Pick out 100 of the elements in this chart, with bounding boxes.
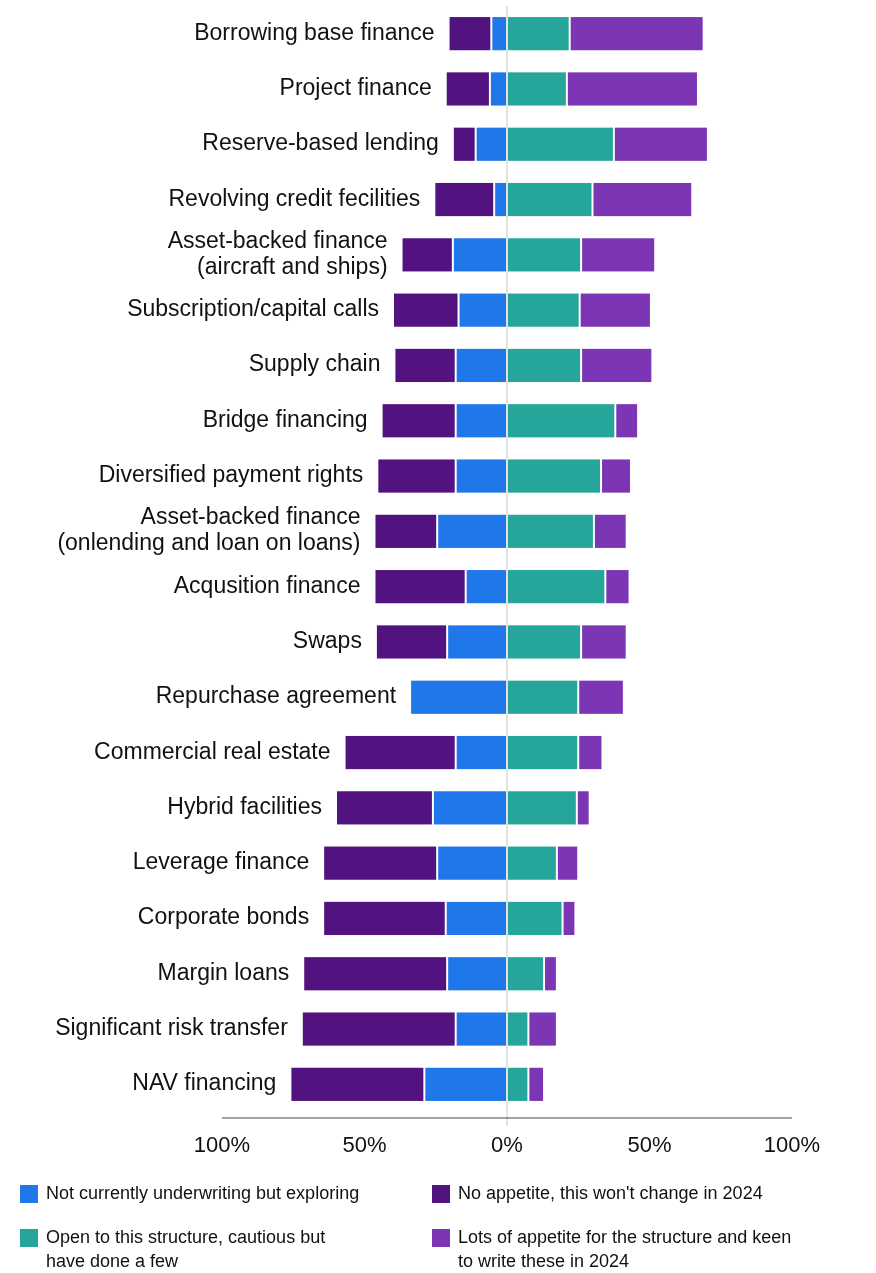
y-tick-label: Asset-backed finance (aircraft and ships) (167, 226, 388, 279)
bar (594, 514, 626, 548)
bar (579, 735, 602, 770)
bar (508, 348, 581, 383)
bar (446, 72, 489, 106)
legend-label: Open to this structure, cautious but have done a few (46, 1226, 326, 1271)
bar (291, 1067, 424, 1101)
x-tick-label: 50% (342, 1132, 387, 1157)
bar (453, 238, 506, 272)
bar (508, 625, 581, 659)
bar (448, 957, 506, 991)
bar (508, 238, 581, 272)
bar (563, 901, 575, 936)
bar (456, 348, 506, 383)
y-tick-label: Revolving credit fecilities (168, 184, 421, 211)
bar (378, 459, 455, 493)
bar (508, 735, 578, 770)
bar (508, 17, 569, 51)
bar (508, 791, 576, 825)
y-tick-label: Supply chain (248, 350, 381, 377)
bar (508, 1067, 528, 1101)
bar (459, 293, 506, 327)
y-tick-label: Repurchase agreement (155, 682, 397, 709)
bar (580, 293, 650, 327)
bar (606, 570, 629, 604)
bar (579, 680, 623, 714)
y-tick-label: Asset-backed finance (onlending and loan on loans) (57, 503, 361, 556)
y-tick-label: Margin loans (157, 958, 290, 985)
bar (582, 238, 655, 272)
bar (466, 570, 506, 604)
bar (456, 459, 506, 493)
bar (394, 293, 458, 327)
bar (395, 348, 455, 383)
x-tick-label: 0% (491, 1132, 523, 1157)
y-tick-label: Commercial real estate (94, 737, 331, 764)
bar (508, 846, 556, 880)
bar (456, 1012, 506, 1046)
bar (582, 625, 626, 659)
bar (508, 1012, 528, 1046)
bar (508, 570, 605, 604)
bar (324, 901, 445, 936)
bar (448, 625, 506, 659)
bar (453, 127, 475, 161)
bar (508, 293, 579, 327)
bar (545, 957, 556, 991)
bar (425, 1067, 506, 1101)
y-tick-label: Reserve-based lending (202, 129, 439, 156)
y-tick-label: Acqusition finance (173, 571, 361, 598)
legend-label: Lots of appetite for the structure and keen to write these in 2024 (458, 1226, 792, 1271)
bar (508, 127, 613, 161)
legend-label: No appetite, this won't change in 2024 (458, 1182, 763, 1203)
bar (456, 735, 506, 770)
bar (508, 182, 592, 217)
x-tick-label: 100% (763, 1132, 821, 1157)
y-tick-label: Subscription/capital calls (127, 295, 379, 322)
bar (402, 238, 452, 272)
bar (557, 846, 578, 880)
legend-label: Not currently underwriting but exploring (46, 1182, 360, 1203)
bar (495, 182, 506, 217)
bar (411, 680, 506, 714)
bar (337, 791, 432, 825)
bar (508, 680, 578, 714)
bar (324, 846, 437, 880)
bar (508, 957, 544, 991)
bar (529, 1012, 556, 1046)
bar (508, 901, 562, 936)
bar (304, 957, 447, 991)
bar (614, 127, 707, 161)
x-tick-label: 100% (193, 1132, 251, 1157)
y-tick-label: Corporate bonds (137, 903, 310, 930)
y-tick-label: Project finance (279, 74, 432, 101)
bar (529, 1067, 544, 1101)
bar (570, 17, 703, 51)
y-tick-label: Borrowing base finance (194, 18, 435, 45)
y-tick-label: Leverage finance (132, 848, 310, 875)
bar (593, 182, 692, 217)
bar (456, 404, 506, 438)
bar (435, 182, 494, 217)
y-tick-label: Hybrid facilities (167, 792, 322, 819)
bar (508, 514, 593, 548)
bar (302, 1012, 455, 1046)
x-tick-label: 50% (627, 1132, 672, 1157)
bar (438, 846, 506, 880)
bar (345, 735, 455, 770)
bar (449, 17, 491, 51)
y-tick-label: Swaps (292, 627, 362, 654)
y-tick-label: Bridge financing (202, 405, 368, 432)
y-tick-label: Significant risk transfer (55, 1014, 289, 1041)
bar (375, 514, 437, 548)
bar (433, 791, 506, 825)
bar (616, 404, 638, 438)
bar (508, 404, 615, 438)
y-tick-label: Diversified payment rights (98, 461, 364, 488)
bar (508, 459, 601, 493)
bar (567, 72, 697, 106)
bar (582, 348, 652, 383)
y-tick-label: NAV financing (132, 1069, 277, 1096)
bar (577, 791, 589, 825)
bar (490, 72, 506, 106)
bar (446, 901, 506, 936)
